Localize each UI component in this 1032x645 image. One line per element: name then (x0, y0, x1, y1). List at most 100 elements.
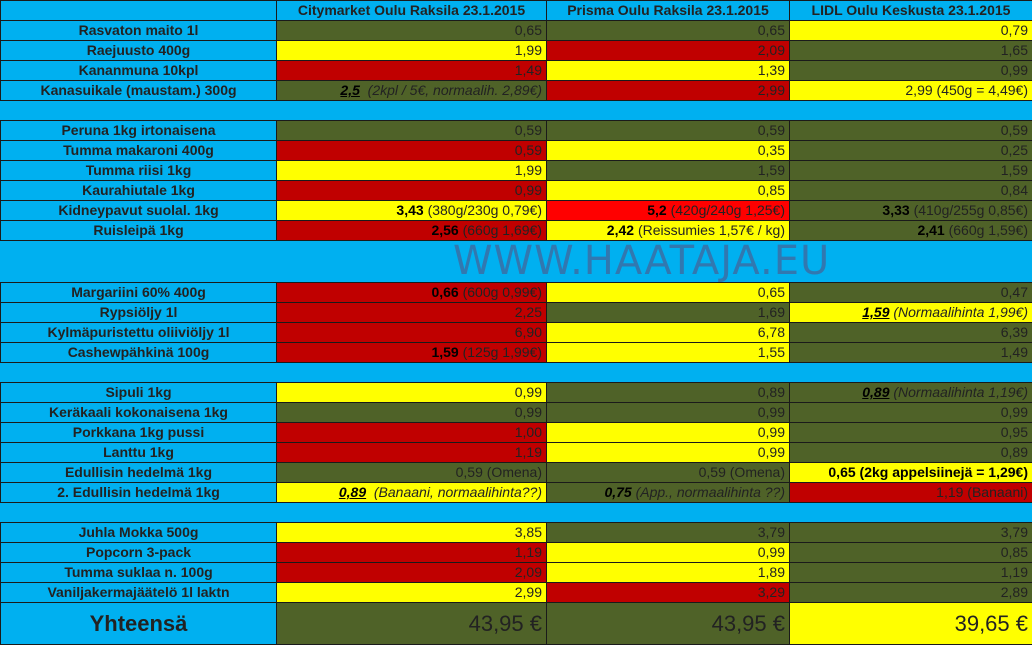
row-label: Juhla Mokka 500g (1, 523, 277, 543)
table-row: Keräkaali kokonaisena 1kg 0,99 0,99 0,99 (1, 403, 1032, 423)
price-note: (410g/255g 0,85€) (914, 202, 1028, 218)
price-cell: 3,79 (790, 523, 1032, 543)
row-label: Tumma makaroni 400g (1, 141, 277, 161)
row-label: Cashewpähkinä 100g (1, 343, 277, 363)
price-cell: 3,85 (277, 523, 547, 543)
total-citymarket: 43,95 € (277, 603, 547, 645)
price-cell: 1,59 (547, 161, 790, 181)
price-note: (Banaani, normaalihinta??) (374, 484, 542, 500)
price-cell: 0,75 (App., normaalihinta ??) (547, 483, 790, 503)
price-cell: 3,43 (380g/230g 0,79€) (277, 201, 547, 221)
price-cell: 0,99 (277, 383, 547, 403)
table-row: Raejuusto 400g 1,99 2,09 1,65 (1, 41, 1032, 61)
price-cell: 1,65 (790, 41, 1032, 61)
price-note: (Reissumies 1,57€ / kg) (638, 222, 785, 238)
price-note: (2kpl / 5€, normaalih. 2,89€) (368, 82, 542, 98)
price-note: (App., normaalihinta ??) (636, 484, 785, 500)
price-value: 1,59 (862, 304, 889, 320)
row-label: Sipuli 1kg (1, 383, 277, 403)
table-row: Kaurahiutale 1kg 0,99 0,85 0,84 (1, 181, 1032, 201)
header-corner (1, 1, 277, 21)
row-label: Porkkana 1kg pussi (1, 423, 277, 443)
price-cell: 0,59 (790, 121, 1032, 141)
price-value: 1,59 (431, 344, 458, 360)
price-cell: 2,89 (790, 583, 1032, 603)
table-row: 2. Edullisin hedelmä 1kg 0,89 (Banaani, … (1, 483, 1032, 503)
price-cell: 0,59 (Omena) (547, 463, 790, 483)
total-row: Yhteensä 43,95 € 43,95 € 39,65 € (1, 603, 1032, 645)
price-cell: 0,65 (547, 21, 790, 41)
price-cell: 6,39 (790, 323, 1032, 343)
table-row: Tumma suklaa n. 100g 2,09 1,89 1,19 (1, 563, 1032, 583)
price-cell: 6,78 (547, 323, 790, 343)
price-value: 0,89 (862, 384, 889, 400)
row-label: Rasvaton maito 1l (1, 21, 277, 41)
price-note: (600g 0,99€) (463, 284, 542, 300)
row-label: 2. Edullisin hedelmä 1kg (1, 483, 277, 503)
price-note: (660g 1,69€) (463, 222, 542, 238)
price-cell: 1,55 (547, 343, 790, 363)
row-label: Edullisin hedelmä 1kg (1, 463, 277, 483)
price-cell: 3,29 (547, 583, 790, 603)
table-row: Kidneypavut suolal. 1kg 3,43 (380g/230g … (1, 201, 1032, 221)
price-cell: 0,99 (790, 403, 1032, 423)
table-row: Rasvaton maito 1l 0,65 0,65 0,79 (1, 21, 1032, 41)
price-cell: 0,65 (2kg appelsiinejä = 1,29€) (790, 463, 1032, 483)
price-cell: 1,59 (790, 161, 1032, 181)
price-cell: 1,99 (277, 41, 547, 61)
row-label: Kylmäpuristettu oliiviöljy 1l (1, 323, 277, 343)
table-row: Porkkana 1kg pussi 1,00 0,99 0,95 (1, 423, 1032, 443)
price-value: 3,43 (396, 202, 423, 218)
price-value: 0,75 (604, 484, 631, 500)
spacer-row (1, 101, 1032, 121)
total-prisma: 43,95 € (547, 603, 790, 645)
price-note: (125g 1,99€) (463, 344, 542, 360)
price-cell: 3,79 (547, 523, 790, 543)
price-cell: 2,99 (547, 81, 790, 101)
price-cell: 0,65 (547, 283, 790, 303)
table-row: Kylmäpuristettu oliiviöljy 1l 6,90 6,78 … (1, 323, 1032, 343)
price-value: 0,89 (339, 484, 366, 500)
price-cell: 1,89 (547, 563, 790, 583)
price-cell: 5,2 (420g/240g 1,25€) (547, 201, 790, 221)
price-cell: 1,59 (125g 1,99€) (277, 343, 547, 363)
table-row: Tumma makaroni 400g 0,59 0,35 0,25 (1, 141, 1032, 161)
total-lidl: 39,65 € (790, 603, 1032, 645)
header-lidl: LIDL Oulu Keskusta 23.1.2015 (790, 1, 1032, 21)
price-cell: 2,5 (2kpl / 5€, normaalih. 2,89€) (277, 81, 547, 101)
table-row: Vaniljakermajäätelö 1l laktn 2,99 3,29 2… (1, 583, 1032, 603)
table-row: Popcorn 3-pack 1,19 0,99 0,85 (1, 543, 1032, 563)
price-value: 2,42 (607, 222, 634, 238)
table-row: Peruna 1kg irtonaisena 0,59 0,59 0,59 (1, 121, 1032, 141)
price-cell: 1,49 (790, 343, 1032, 363)
price-cell: 1,19 (277, 443, 547, 463)
price-cell: 6,90 (277, 323, 547, 343)
total-label: Yhteensä (1, 603, 277, 645)
price-cell: 0,47 (790, 283, 1032, 303)
price-cell: 1,99 (277, 161, 547, 181)
row-label: Rypsiöljy 1l (1, 303, 277, 323)
header-prisma: Prisma Oulu Raksila 23.1.2015 (547, 1, 790, 21)
price-cell: 0,89 (Banaani, normaalihinta??) (277, 483, 547, 503)
price-cell: 0,59 (277, 141, 547, 161)
price-cell: 0,99 (547, 423, 790, 443)
price-cell: 0,95 (790, 423, 1032, 443)
price-cell: 0,35 (547, 141, 790, 161)
price-cell: 0,59 (547, 121, 790, 141)
price-value: 0,65 (2kg appelsiinejä = 1,29€) (828, 464, 1028, 480)
row-label: Kanasuikale (maustam.) 300g (1, 81, 277, 101)
price-cell: 0,79 (790, 21, 1032, 41)
price-value: 0,66 (431, 284, 458, 300)
price-cell: 1,19 (Banaani) (790, 483, 1032, 503)
price-note: (Normaalihinta 1,19€) (893, 384, 1028, 400)
row-label: Ruisleipä 1kg (1, 221, 277, 241)
header-row: Citymarket Oulu Raksila 23.1.2015 Prisma… (1, 1, 1032, 21)
watermark: WWW.HAATAJA.EU (453, 238, 830, 284)
price-cell: 0,85 (790, 543, 1032, 563)
price-cell: 0,89 (547, 383, 790, 403)
price-cell: 1,59 (Normaalihinta 1,99€) (790, 303, 1032, 323)
row-label: Keräkaali kokonaisena 1kg (1, 403, 277, 423)
table-row: Cashewpähkinä 100g 1,59 (125g 1,99€) 1,5… (1, 343, 1032, 363)
table-row: Lanttu 1kg 1,19 0,99 0,89 (1, 443, 1032, 463)
price-cell: 1,69 (547, 303, 790, 323)
